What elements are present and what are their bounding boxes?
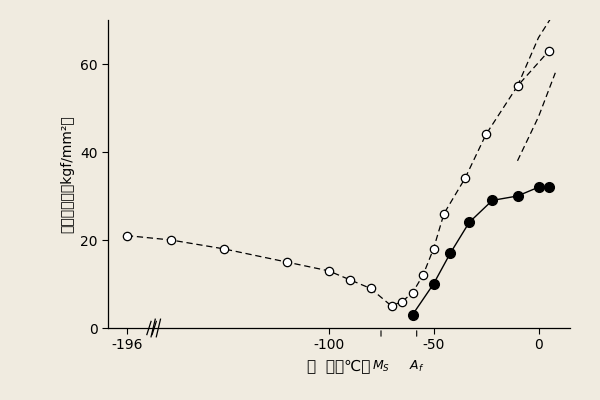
X-axis label: 温  度（℃）: 温 度（℃） [307,358,371,373]
Y-axis label: 引張り応力（kgf/mm²）: 引張り応力（kgf/mm²） [61,115,74,233]
Text: $M_S$: $M_S$ [372,359,390,374]
Text: $A_f$: $A_f$ [409,359,424,374]
